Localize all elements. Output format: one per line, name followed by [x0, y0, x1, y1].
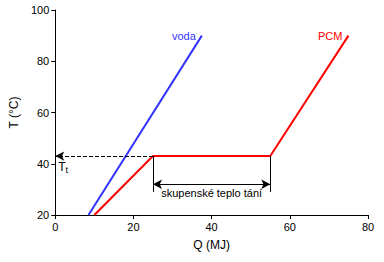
- svg-text:60: 60: [284, 221, 296, 233]
- svg-text:100: 100: [31, 4, 49, 16]
- svg-text:T (°C): T (°C): [7, 97, 21, 129]
- svg-text:40: 40: [37, 158, 49, 170]
- svg-text:PCM: PCM: [318, 30, 342, 42]
- svg-text:80: 80: [362, 221, 374, 233]
- svg-text:60: 60: [37, 107, 49, 119]
- svg-text:T: T: [58, 159, 66, 174]
- svg-text:t: t: [66, 165, 69, 175]
- svg-text:20: 20: [37, 209, 49, 221]
- svg-text:0: 0: [52, 221, 58, 233]
- svg-text:80: 80: [37, 55, 49, 67]
- svg-text:40: 40: [206, 221, 218, 233]
- svg-text:voda: voda: [172, 30, 197, 42]
- svg-text:Q (MJ): Q (MJ): [193, 238, 230, 252]
- svg-text:skupenské teplo tání: skupenské teplo tání: [161, 187, 262, 199]
- svg-text:20: 20: [127, 221, 139, 233]
